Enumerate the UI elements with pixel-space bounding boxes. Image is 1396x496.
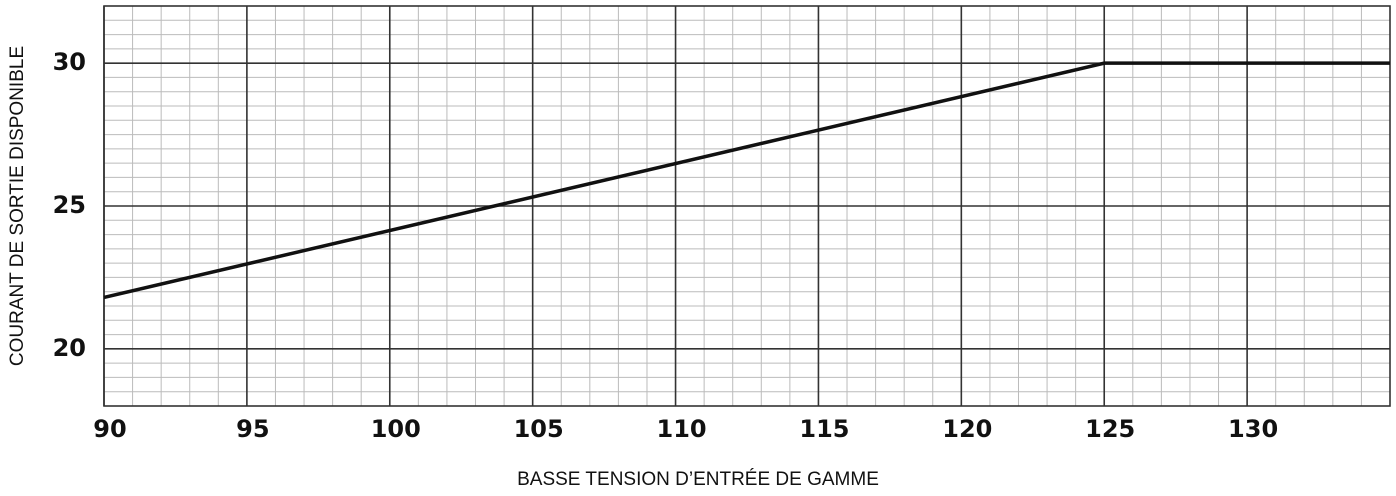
data-line [103, 61, 1390, 300]
x-tick-label: 95 [236, 415, 269, 443]
x-tick-label: 105 [514, 415, 564, 443]
x-tick-label: 110 [657, 415, 707, 443]
x-axis-title: BASSE TENSION D’ENTRÉE DE GAMME [517, 469, 879, 490]
x-tick-label: 115 [799, 415, 849, 443]
x-tick-label: 130 [1228, 415, 1278, 443]
y-tick-label: 25 [53, 191, 86, 219]
x-tick-label: 90 [93, 415, 126, 443]
plot-frame [103, 5, 1391, 407]
x-tick-label: 100 [371, 415, 421, 443]
y-tick-label: 20 [53, 334, 86, 362]
y-tick-label: 30 [53, 48, 86, 76]
x-tick-label: 125 [1085, 415, 1135, 443]
x-tick-label: 120 [942, 415, 992, 443]
y-axis-title: COURANT DE SORTIE DISPONIBLE [7, 46, 28, 366]
